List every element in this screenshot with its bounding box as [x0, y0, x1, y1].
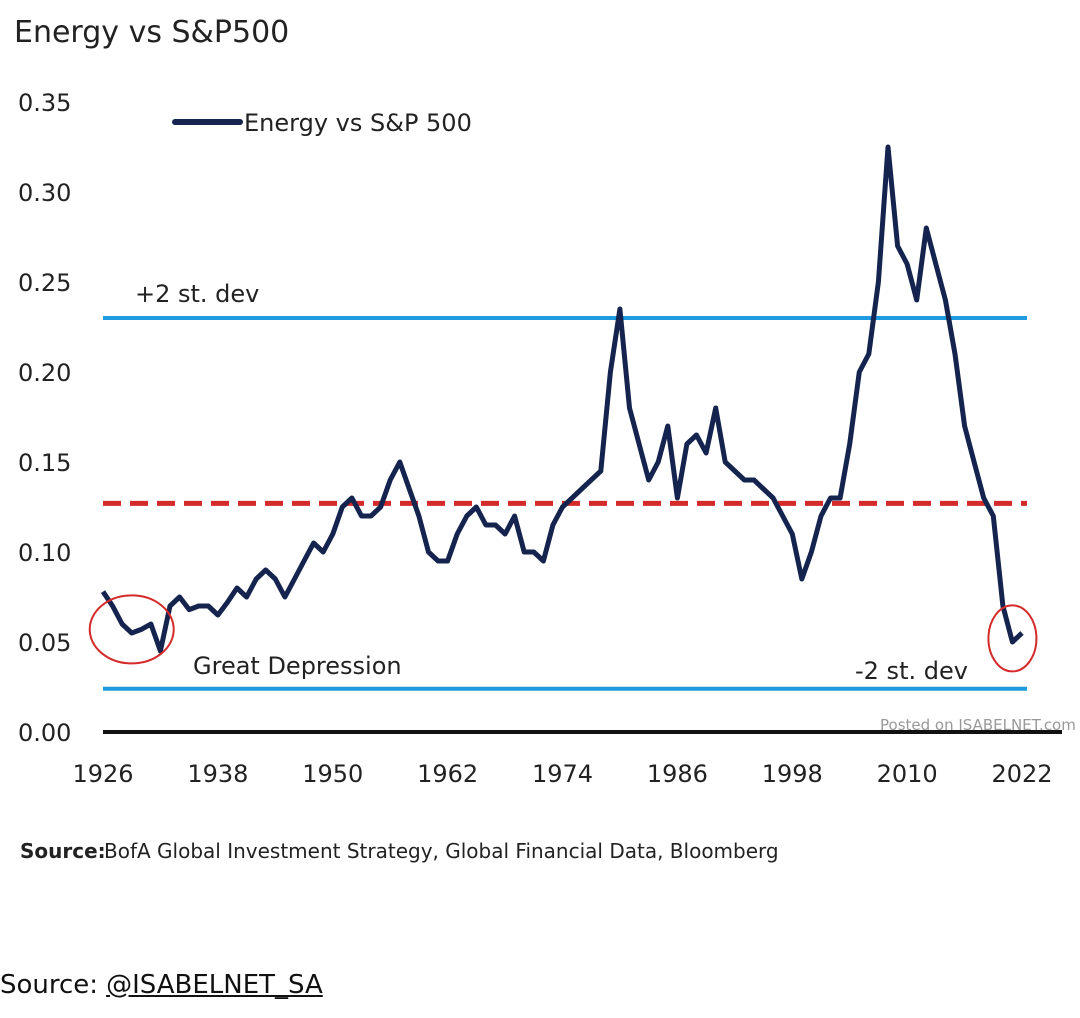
footer-source: Source: @ISABELNET_SA: [0, 970, 323, 1000]
legend-label: Energy vs S&P 500: [244, 109, 472, 137]
watermark: Posted on ISABELNET.com: [880, 716, 1076, 734]
x-tick-label: 2010: [877, 760, 938, 788]
series-line-energy-vs-sp500: [100, 144, 1024, 654]
source-label: Source:: [20, 839, 106, 863]
y-tick-label: 0.10: [18, 539, 71, 567]
x-tick-label: 2022: [991, 760, 1052, 788]
footer-label: Source:: [0, 970, 99, 1000]
minus-2-stdev-label: -2 st. dev: [855, 657, 968, 685]
x-tick-label: 1938: [187, 760, 248, 788]
great-depression-label: Great Depression: [193, 652, 402, 680]
y-tick-label: 0.00: [18, 719, 71, 747]
x-tick-label: 1950: [302, 760, 363, 788]
y-tick-label: 0.15: [18, 449, 71, 477]
y-tick-label: 0.35: [18, 89, 71, 117]
x-tick-label: 1962: [417, 760, 478, 788]
recent-low-circle: [987, 604, 1038, 673]
y-tick-label: 0.20: [18, 359, 71, 387]
isabelnet-link[interactable]: @ISABELNET_SA: [106, 970, 323, 1000]
legend: Energy vs S&P 500: [172, 109, 472, 137]
x-tick-label: 1926: [72, 760, 133, 788]
great-depression-circle: [88, 594, 175, 665]
chart-title: Energy vs S&P500: [14, 15, 289, 50]
x-tick-label: 1974: [532, 760, 593, 788]
y-tick-label: 0.30: [18, 179, 71, 207]
plus-2-stdev-label: +2 st. dev: [135, 280, 259, 308]
y-tick-label: 0.25: [18, 269, 71, 297]
source-text: BofA Global Investment Strategy, Global …: [104, 839, 779, 863]
x-tick-label: 1986: [647, 760, 708, 788]
y-tick-label: 0.05: [18, 629, 71, 657]
x-tick-label: 1998: [762, 760, 823, 788]
